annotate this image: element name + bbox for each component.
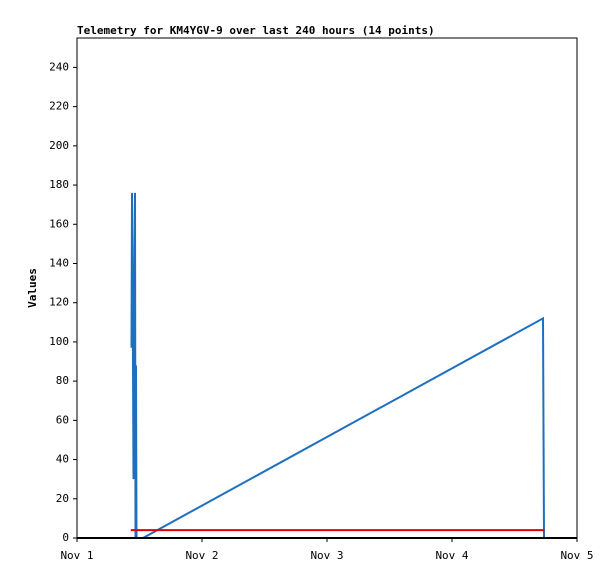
y-tick-label: 240	[49, 60, 69, 73]
plot-frame	[76, 37, 578, 539]
y-tick-label: 60	[56, 413, 69, 426]
y-tick-label: 180	[49, 178, 69, 191]
y-tick-label: 160	[49, 217, 69, 230]
y-tick-label: 40	[56, 453, 69, 466]
y-tick-label: 220	[49, 100, 69, 113]
x-tick-label: Nov 3	[310, 549, 343, 562]
x-tick-label: Nov 1	[60, 549, 93, 562]
y-tick-label: 0	[62, 531, 69, 544]
y-tick-label: 80	[56, 374, 69, 387]
y-tick-label: 140	[49, 256, 69, 269]
y-axis-label: Values	[26, 268, 39, 308]
y-tick-label: 100	[49, 335, 69, 348]
x-tick-label: Nov 4	[435, 549, 468, 562]
y-tick-label: 20	[56, 492, 69, 505]
x-tick-label: Nov 2	[185, 549, 218, 562]
x-tick-label: Nov 5	[560, 549, 593, 562]
series-line	[130, 192, 545, 539]
y-tick-label: 120	[49, 296, 69, 309]
y-tick-label: 200	[49, 139, 69, 152]
chart-title: Telemetry for KM4YGV-9 over last 240 hou…	[77, 24, 435, 37]
